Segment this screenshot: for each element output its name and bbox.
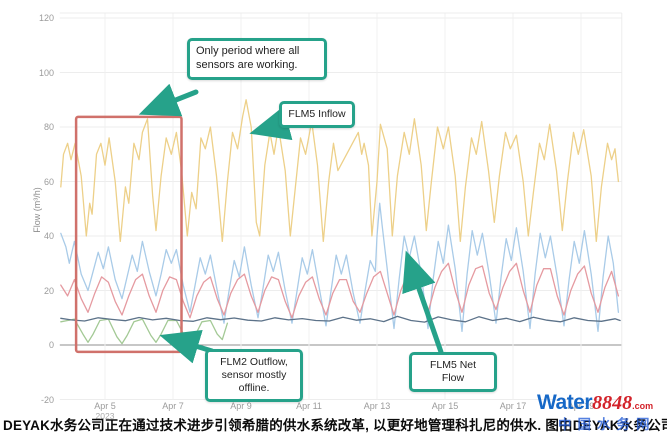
- series-line-flm5-net-flow: [60, 202, 620, 333]
- x-tick-label: Apr 13: [363, 401, 391, 411]
- x-tick-label: Apr 11: [296, 401, 322, 411]
- x-tick-label: Apr 5: [94, 401, 116, 411]
- x-tick-label: Apr 9: [230, 401, 252, 411]
- y-tick-label: 100: [38, 67, 54, 78]
- arrow-working-period: [138, 83, 199, 117]
- y-tick-label: 120: [38, 13, 54, 23]
- series-line-flm2-outflow: [60, 318, 229, 345]
- watermark-word: Water: [537, 391, 593, 414]
- y-tick-label: 40: [43, 231, 54, 241]
- x-tick-label: Apr 19: [567, 401, 595, 411]
- grid-layer: [59, 12, 623, 400]
- y-tick-label: 20: [43, 285, 54, 296]
- annotation-flm5-net-flow: FLM5 Net Flow: [409, 352, 497, 393]
- caption-text: DEYAK水务公司正在通过技术进步引领希腊的供水系统改革, 以更好地管理科扎尼的…: [3, 418, 667, 433]
- watermark-suffix: .com: [632, 401, 654, 411]
- annotation-flm2-outflow: FLM2 Outflow, sensor mostly offline.: [205, 349, 303, 403]
- chart-canvas: [59, 12, 623, 400]
- x-tick-label: Apr 17: [499, 401, 527, 411]
- x-tick-sublabel: 2023: [95, 411, 115, 421]
- y-tick-label: -20: [40, 394, 54, 405]
- watermark-number: 8848: [592, 392, 633, 414]
- series-layer: [60, 99, 621, 345]
- arrow-flm2-outflow: [159, 329, 215, 364]
- y-axis-title: Flow (m³/h): [31, 187, 42, 233]
- x-tick-label: Apr 15: [431, 401, 459, 411]
- x-tick-label: Apr 7: [162, 401, 184, 411]
- annotation-working-period: Only period where all sensors are workin…: [187, 38, 327, 80]
- annotation-flm5-inflow: FLM5 Inflow: [279, 101, 355, 129]
- water8848-logo: Water8848.com: [537, 391, 653, 415]
- series-line-flm5-inflow: [60, 99, 620, 243]
- y-tick-label: 80: [43, 122, 54, 132]
- arrow-flm5-net-flow: [402, 250, 444, 355]
- series-line-unlabeled-dark: [60, 315, 621, 323]
- watermark-overlay-text: 中国水务网: [558, 417, 656, 432]
- series-line-unlabeled-red: [60, 262, 620, 319]
- y-tick-label: 0: [48, 340, 54, 350]
- annotation-arrow-layer: [74, 83, 444, 364]
- highlight-rect: [74, 115, 183, 354]
- y-tick-label: 60: [43, 176, 54, 187]
